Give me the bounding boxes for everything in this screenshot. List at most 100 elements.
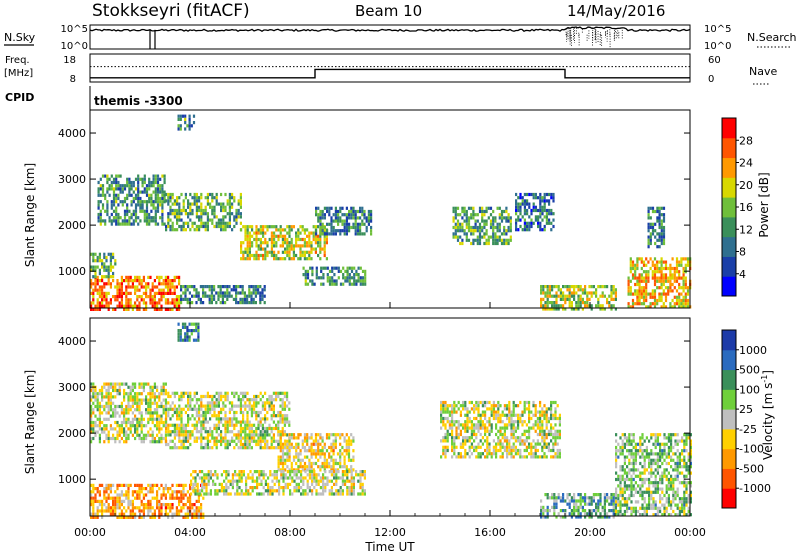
nsky-tick-bottom: 10^0	[61, 41, 88, 52]
heatmap-cell	[559, 304, 562, 308]
heatmap-cell	[314, 449, 318, 453]
heatmap-cell	[515, 228, 518, 232]
heatmap-cell	[548, 218, 551, 222]
heatmap-cell	[114, 496, 117, 500]
heatmap-cell	[222, 218, 225, 222]
heatmap-cell	[259, 291, 262, 295]
heatmap-cell	[526, 199, 529, 203]
heatmap-cell	[636, 257, 639, 261]
heatmap-cell	[286, 241, 289, 245]
heatmap-cell	[295, 253, 298, 258]
heatmap-cell	[656, 209, 659, 214]
heatmap-cell	[154, 206, 157, 210]
heatmap-cell	[330, 442, 333, 446]
heatmap-cell	[306, 492, 309, 496]
heatmap-cell	[662, 276, 665, 280]
heatmap-cell	[187, 433, 190, 437]
heatmap-cell	[131, 417, 134, 421]
heatmap-cell	[176, 433, 179, 437]
heatmap-cell	[191, 202, 194, 206]
heatmap-cell	[266, 225, 269, 229]
heatmap-cell	[231, 212, 234, 216]
heatmap-cell	[237, 398, 240, 402]
velocity-heatmap	[90, 322, 692, 519]
heatmap-cell	[559, 297, 562, 301]
heatmap-cell	[169, 279, 172, 283]
heatmap-cell	[94, 496, 97, 500]
heatmap-cell	[241, 301, 244, 305]
heatmap-cell	[178, 509, 181, 513]
heatmap-cell	[109, 436, 112, 441]
heatmap-cell	[546, 288, 549, 292]
heatmap-cell	[292, 244, 295, 248]
heatmap-cell	[151, 512, 154, 516]
heatmap-cell	[608, 301, 611, 305]
heatmap-cell	[112, 216, 116, 220]
heatmap-cell	[269, 492, 272, 496]
heatmap-cell	[570, 304, 573, 308]
heatmap-cell	[103, 487, 106, 491]
heatmap-cell	[601, 304, 604, 308]
heatmap-cell	[134, 490, 137, 494]
heatmap-cell	[526, 221, 529, 225]
heatmap-cell	[161, 203, 164, 207]
heatmap-cell	[660, 235, 663, 239]
heatmap-cell	[134, 203, 138, 207]
heatmap-cell	[96, 512, 99, 516]
heatmap-cell	[145, 219, 149, 223]
heatmap-cell	[279, 391, 282, 395]
heatmap-cell	[334, 468, 337, 472]
heatmap-cell	[552, 192, 555, 197]
heatmap-cell	[497, 439, 500, 443]
heatmap-cell	[675, 276, 679, 280]
heatmap-cell	[132, 180, 135, 185]
heatmap-cell	[292, 455, 296, 459]
heatmap-cell	[499, 442, 502, 446]
heatmap-cell	[328, 222, 331, 226]
heatmap-cell	[283, 401, 286, 405]
heatmap-cell	[553, 304, 556, 308]
heatmap-cell	[488, 400, 491, 405]
heatmap-cell	[92, 503, 95, 507]
heatmap-cell	[507, 216, 510, 220]
heatmap-cell	[299, 458, 302, 462]
heatmap-cell	[235, 391, 238, 395]
heatmap-cell	[288, 257, 291, 261]
heatmap-cell	[116, 503, 119, 507]
heatmap-cell	[678, 270, 681, 274]
heatmap-cell	[219, 285, 222, 289]
heatmap-cell	[156, 203, 160, 207]
heatmap-cell	[495, 410, 498, 414]
heatmap-cell	[270, 247, 273, 251]
heatmap-cell	[286, 482, 289, 486]
heatmap-cell	[682, 257, 685, 261]
heatmap-cell	[94, 282, 97, 286]
heatmap-cell	[198, 208, 201, 213]
heatmap-cell	[244, 228, 247, 232]
heatmap-cell	[140, 440, 143, 444]
heatmap-cell	[315, 229, 318, 233]
heatmap-cell	[627, 282, 630, 287]
heatmap-cell	[196, 486, 199, 490]
heatmap-cell	[224, 301, 227, 305]
heatmap-cell	[142, 496, 145, 500]
heatmap-cell	[255, 439, 258, 443]
heatmap-cell	[312, 442, 315, 446]
heatmap-cell	[252, 288, 255, 292]
heatmap-cell	[150, 209, 153, 213]
heatmap-cell	[176, 410, 179, 415]
heatmap-cell	[213, 205, 216, 209]
heatmap-cell	[138, 275, 141, 279]
heatmap-cell	[240, 479, 243, 483]
heatmap-cell	[202, 285, 205, 289]
heatmap-cell	[686, 263, 690, 267]
heatmap-cell	[195, 205, 198, 209]
heatmap-cell	[164, 392, 167, 396]
heatmap-cell	[348, 489, 351, 493]
heatmap-cell	[352, 482, 355, 486]
heatmap-cell	[686, 257, 690, 261]
heatmap-cell	[250, 423, 253, 427]
heatmap-cell	[270, 225, 273, 229]
heatmap-cell	[464, 455, 467, 459]
